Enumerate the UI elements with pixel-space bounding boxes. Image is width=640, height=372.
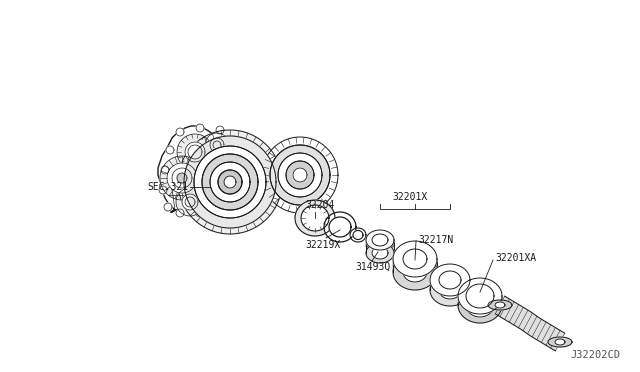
Polygon shape bbox=[324, 212, 356, 242]
Polygon shape bbox=[211, 206, 219, 214]
Text: 32201XA: 32201XA bbox=[495, 253, 536, 263]
Polygon shape bbox=[210, 138, 224, 152]
Polygon shape bbox=[439, 271, 461, 289]
Polygon shape bbox=[488, 300, 512, 310]
Polygon shape bbox=[495, 302, 505, 308]
Polygon shape bbox=[185, 142, 205, 162]
Polygon shape bbox=[403, 262, 427, 282]
Polygon shape bbox=[185, 197, 195, 207]
Polygon shape bbox=[458, 278, 502, 314]
Text: SEC.321: SEC.321 bbox=[147, 182, 188, 192]
Polygon shape bbox=[353, 231, 363, 240]
Polygon shape bbox=[213, 141, 221, 149]
Polygon shape bbox=[218, 170, 242, 194]
Polygon shape bbox=[278, 153, 322, 197]
Polygon shape bbox=[548, 337, 572, 347]
Polygon shape bbox=[184, 136, 276, 228]
Polygon shape bbox=[182, 194, 198, 210]
Polygon shape bbox=[329, 217, 351, 237]
Polygon shape bbox=[366, 243, 394, 263]
Polygon shape bbox=[466, 284, 494, 308]
Polygon shape bbox=[202, 154, 258, 210]
Polygon shape bbox=[158, 126, 237, 213]
Polygon shape bbox=[366, 230, 394, 250]
Polygon shape bbox=[286, 161, 314, 189]
Polygon shape bbox=[167, 163, 197, 193]
Polygon shape bbox=[202, 154, 258, 210]
Polygon shape bbox=[176, 128, 184, 136]
Polygon shape bbox=[372, 247, 388, 259]
Text: J32202CD: J32202CD bbox=[570, 350, 620, 360]
Text: 32219X: 32219X bbox=[305, 240, 340, 250]
Polygon shape bbox=[293, 168, 307, 182]
Polygon shape bbox=[194, 146, 266, 218]
Text: 32217N: 32217N bbox=[418, 235, 453, 245]
Polygon shape bbox=[210, 162, 250, 202]
Polygon shape bbox=[216, 126, 224, 134]
Polygon shape bbox=[466, 293, 494, 317]
Polygon shape bbox=[196, 124, 204, 132]
Polygon shape bbox=[218, 170, 242, 194]
Polygon shape bbox=[196, 209, 204, 217]
Polygon shape bbox=[172, 168, 192, 188]
Polygon shape bbox=[458, 287, 502, 323]
Polygon shape bbox=[430, 264, 470, 296]
Text: 31493Q: 31493Q bbox=[355, 262, 390, 272]
Polygon shape bbox=[159, 186, 167, 194]
Polygon shape bbox=[161, 166, 169, 174]
Polygon shape bbox=[160, 156, 204, 200]
Text: 32201X: 32201X bbox=[392, 192, 428, 202]
Text: 32204: 32204 bbox=[305, 200, 334, 210]
Polygon shape bbox=[184, 136, 276, 228]
Polygon shape bbox=[177, 134, 213, 170]
Polygon shape bbox=[372, 234, 388, 246]
Polygon shape bbox=[166, 146, 174, 154]
Polygon shape bbox=[555, 339, 565, 345]
Polygon shape bbox=[178, 130, 282, 234]
Polygon shape bbox=[177, 173, 187, 183]
Polygon shape bbox=[270, 145, 330, 205]
Polygon shape bbox=[270, 145, 330, 205]
Polygon shape bbox=[393, 241, 437, 277]
Polygon shape bbox=[350, 228, 366, 242]
Polygon shape bbox=[194, 146, 266, 218]
Polygon shape bbox=[286, 161, 314, 189]
Polygon shape bbox=[224, 176, 236, 188]
Polygon shape bbox=[210, 162, 250, 202]
Polygon shape bbox=[495, 296, 564, 351]
Polygon shape bbox=[205, 133, 229, 157]
Polygon shape bbox=[188, 145, 202, 159]
Polygon shape bbox=[301, 205, 329, 231]
Polygon shape bbox=[164, 203, 172, 211]
Polygon shape bbox=[262, 137, 338, 213]
Polygon shape bbox=[430, 274, 470, 306]
Polygon shape bbox=[393, 254, 437, 290]
Polygon shape bbox=[176, 209, 184, 217]
Polygon shape bbox=[439, 281, 461, 299]
Polygon shape bbox=[278, 153, 322, 197]
Polygon shape bbox=[403, 249, 427, 269]
Polygon shape bbox=[176, 188, 204, 216]
Polygon shape bbox=[295, 200, 335, 236]
